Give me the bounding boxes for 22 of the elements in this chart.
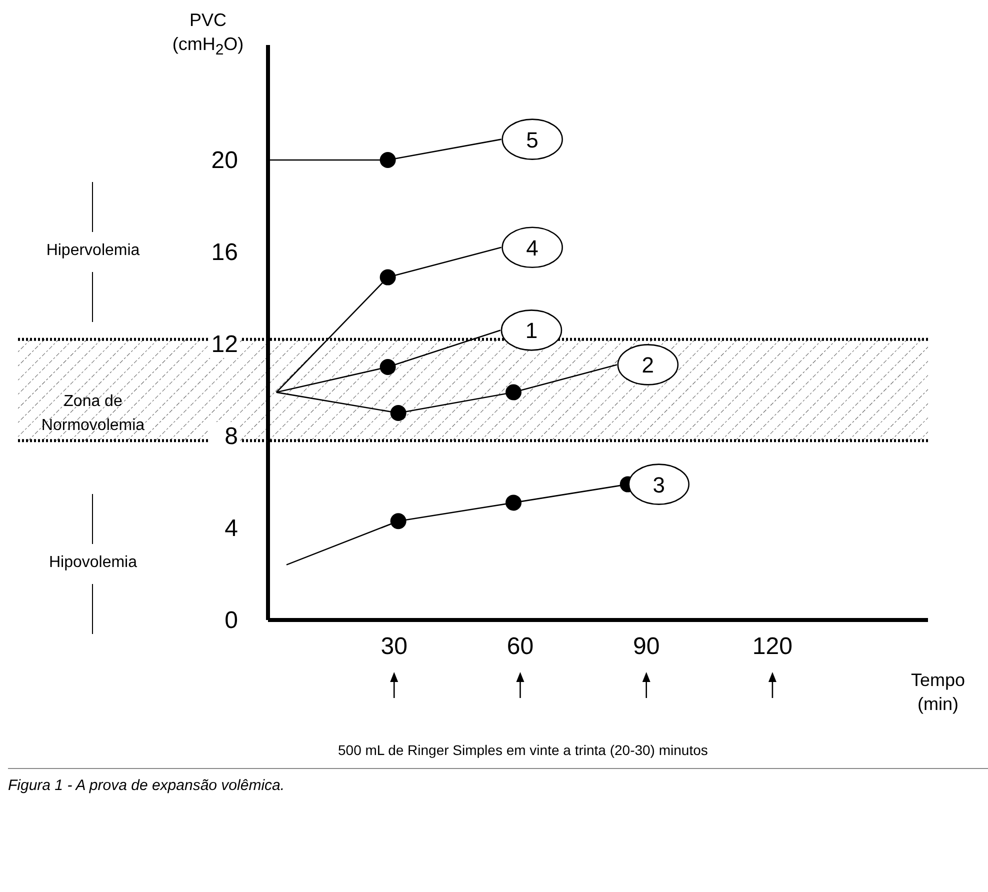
text: Hipervolemia [45,242,141,260]
y-tick-label: 16 [211,239,238,266]
text: Figura 1 - A prova de expansão volêmica. [8,768,988,794]
series-label: 3 [652,472,665,498]
series-label: 5 [526,127,538,152]
text: Hipovolemia [48,554,138,572]
x-tick-label: 90 [632,633,660,660]
x-tick-label: 30 [380,633,408,660]
series-label: 2 [642,352,654,378]
series-label: 4 [526,235,538,260]
x-tick-label: 60 [506,633,534,660]
y-tick-label: 0 [224,607,238,634]
x-tick-label: 120 [752,633,792,660]
y-tick-label: 20 [211,147,238,174]
text: 500 mL de Ringer Simples em vinte a trinta (20-30) minutos [338,742,709,758]
x-axis-title: Tempo (min) [910,669,966,716]
y-tick-label: 4 [224,515,238,542]
y-axis-title: PVC (cmH$_{2}$O) [171,9,245,61]
band-label: Zona de Normovolemia [40,392,146,436]
series-label: 1 [525,318,538,344]
y-tick-label: 12 [211,331,238,358]
y-tick-label: 8 [224,423,238,450]
